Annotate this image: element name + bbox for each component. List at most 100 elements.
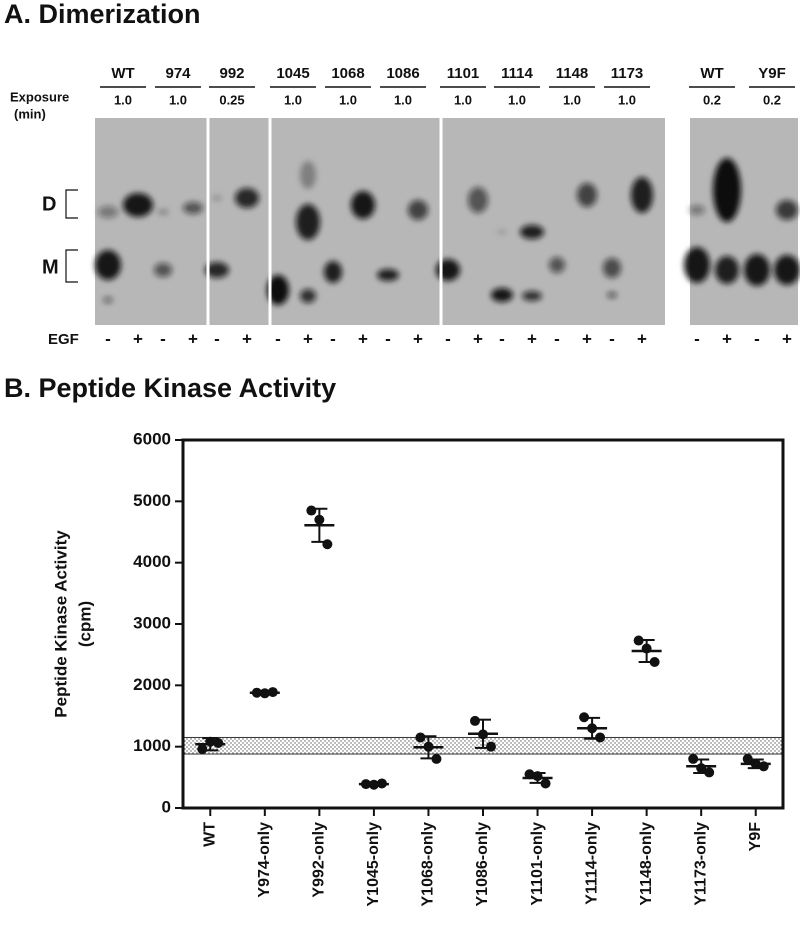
x-tick-label: Y992-only: [311, 822, 328, 898]
exposure-value: 1.0: [114, 92, 132, 107]
data-point: [470, 715, 480, 726]
egf-sign: -: [554, 329, 560, 348]
blot-band: [205, 262, 229, 278]
blot-band: [235, 188, 259, 208]
egf-sign: -: [160, 329, 166, 348]
egf-sign: +: [133, 329, 143, 348]
blot-band: [351, 191, 375, 219]
egf-label: EGF: [48, 331, 79, 348]
blot-band: [468, 187, 488, 213]
egf-sign: +: [527, 329, 537, 348]
egf-sign: +: [637, 329, 647, 348]
exposure-value: 0.2: [763, 92, 781, 107]
y-tick-label: 1000: [133, 736, 171, 755]
x-tick-label: Y1068-only: [420, 822, 437, 907]
y-tick-label: 4000: [133, 552, 171, 571]
blot-band: [267, 275, 289, 305]
egf-sign: +: [188, 329, 198, 348]
exposure-value: 0.2: [703, 92, 721, 107]
egf-sign: -: [694, 329, 700, 348]
lane-label: 1045: [276, 65, 309, 82]
blot-band: [324, 261, 342, 283]
blot-band: [774, 255, 800, 285]
data-point: [486, 741, 496, 752]
egf-sign: -: [275, 329, 281, 348]
egf-sign: +: [413, 329, 423, 348]
blot-band: [212, 195, 222, 201]
exposure-value: 1.0: [508, 92, 526, 107]
exposure-value: 1.0: [454, 92, 472, 107]
x-tick-label: Y9F: [747, 822, 764, 852]
blot-band: [491, 288, 513, 302]
egf-sign: +: [722, 329, 732, 348]
lane-label: 1148: [556, 65, 589, 82]
blot-band: [603, 258, 621, 278]
blot-band: [744, 254, 770, 286]
exposure-value: 1.0: [284, 92, 302, 107]
blot-band: [154, 263, 172, 277]
exposure-label: Exposure: [10, 89, 69, 104]
exposure-value: 1.0: [394, 92, 412, 107]
x-tick-label: Y974-only: [256, 822, 273, 898]
x-tick-label: Y1086-only: [474, 822, 491, 907]
y-tick-label: 6000: [133, 429, 171, 448]
egf-sign: -: [385, 329, 391, 348]
exposure-value: 1.0: [618, 92, 636, 107]
x-tick-label: Y1045-only: [365, 822, 382, 907]
blot-band: [300, 161, 316, 189]
lane-label: WT: [111, 65, 134, 82]
chart-title: B. Peptide Kinase Activity: [4, 373, 336, 403]
band-bracket: [65, 189, 78, 283]
blot-membrane: [690, 118, 798, 325]
western-blot: [95, 118, 800, 325]
x-tick-label: Y1148-only: [638, 822, 655, 906]
exposure-value: 1.0: [169, 92, 187, 107]
blot-band: [684, 247, 710, 283]
lane-label: 1068: [331, 65, 364, 82]
egf-sign: +: [303, 329, 313, 348]
band-label: D: [42, 193, 56, 215]
egf-sign: -: [445, 329, 451, 348]
blot-band: [577, 183, 597, 207]
blot-band: [157, 209, 169, 215]
egf-sign: +: [582, 329, 592, 348]
exposure-unit: (min): [14, 106, 46, 121]
y-tick-label: 3000: [133, 613, 171, 632]
blot-band: [713, 158, 741, 222]
x-tick-label: Y1173-only: [692, 822, 709, 906]
blot-band: [522, 291, 542, 301]
blot-band: [377, 269, 399, 281]
lane-label: 1114: [501, 65, 533, 82]
egf-sign: -: [499, 329, 505, 348]
band-label: M: [42, 256, 59, 278]
y-axis-label: Peptide Kinase Activity: [51, 530, 70, 718]
egf-sign: +: [782, 329, 792, 348]
lane-label: 974: [165, 65, 191, 82]
data-point: [322, 539, 333, 550]
blot-band: [103, 297, 113, 303]
blot-band: [520, 225, 544, 239]
data-point: [415, 732, 426, 743]
lane-label: WT: [700, 65, 723, 82]
egf-sign: -: [754, 329, 760, 348]
blot-band: [408, 200, 428, 220]
y-axis-unit: (cpm): [75, 601, 94, 647]
blot-band: [183, 202, 203, 214]
lane-label: 992: [219, 65, 244, 82]
egf-sign: -: [105, 329, 111, 348]
lane-label: 1086: [386, 65, 419, 82]
blot-band: [123, 193, 153, 217]
exposure-value: 1.0: [339, 92, 357, 107]
egf-sign: +: [242, 329, 252, 348]
blot-band: [95, 250, 121, 280]
lane-label: Y9F: [758, 65, 786, 82]
x-tick-label: WT: [201, 822, 218, 847]
blot-band: [715, 256, 739, 284]
y-tick-label: 5000: [133, 491, 171, 510]
blot-band: [296, 204, 320, 240]
blot-band: [631, 177, 653, 213]
data-point: [197, 744, 208, 755]
data-point: [595, 732, 606, 743]
blot-band: [776, 200, 798, 220]
